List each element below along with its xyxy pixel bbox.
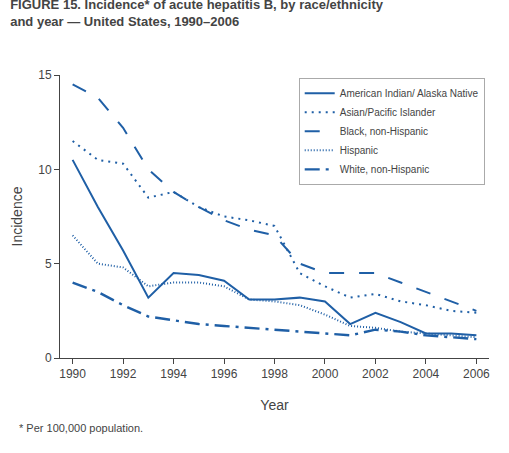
svg-text:5: 5 — [45, 257, 52, 271]
svg-text:2000: 2000 — [312, 367, 339, 381]
svg-text:Asian/Pacific Islander: Asian/Pacific Islander — [340, 107, 436, 118]
svg-text:FIGURE 15. Incidence* of acute: FIGURE 15. Incidence* of acute hepatitis… — [10, 0, 384, 29]
svg-text:0: 0 — [45, 351, 52, 365]
svg-text:1998: 1998 — [261, 367, 288, 381]
svg-text:15: 15 — [38, 68, 52, 82]
svg-text:White, non-Hispanic: White, non-Hispanic — [340, 164, 429, 175]
svg-text:1996: 1996 — [211, 367, 238, 381]
svg-text:1994: 1994 — [160, 367, 187, 381]
svg-text:American Indian/ Alaska Native: American Indian/ Alaska Native — [340, 88, 479, 99]
svg-text:* Per 100,000 population.: * Per 100,000 population. — [19, 422, 143, 434]
svg-text:2002: 2002 — [362, 367, 389, 381]
svg-text:Black, non-Hispanic: Black, non-Hispanic — [340, 126, 428, 137]
svg-text:Incidence: Incidence — [9, 186, 25, 246]
svg-text:1990: 1990 — [59, 367, 86, 381]
svg-text:Year: Year — [260, 397, 289, 413]
svg-text:10: 10 — [38, 163, 52, 177]
svg-text:Hispanic: Hispanic — [340, 145, 378, 156]
svg-text:2006: 2006 — [463, 367, 490, 381]
svg-text:1992: 1992 — [110, 367, 137, 381]
svg-text:2004: 2004 — [413, 367, 440, 381]
